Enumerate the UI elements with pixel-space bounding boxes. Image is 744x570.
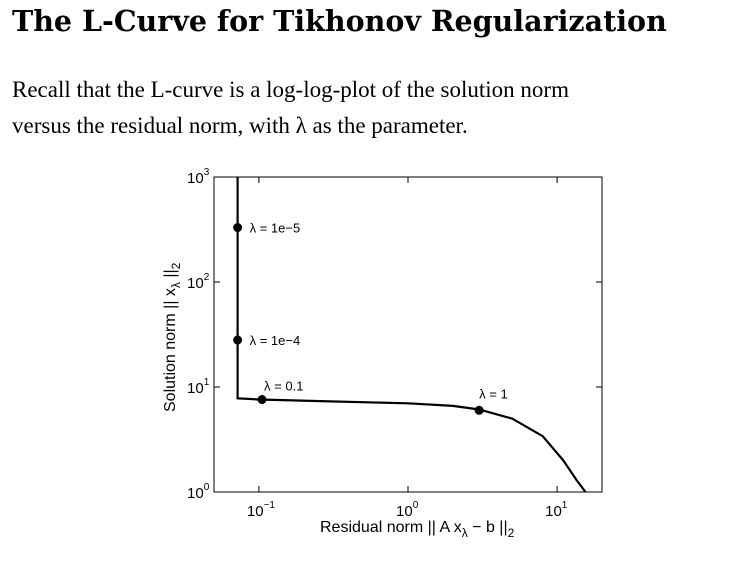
tick-labels: 10−1 100 101 100 101 102 103 — [187, 167, 568, 520]
marker-point-0 — [233, 223, 243, 233]
marker-label-0: λ = 1e−5 — [250, 221, 301, 236]
y-tick-label-0: 100 — [187, 482, 210, 502]
x-tick-label-0: 10−1 — [247, 500, 276, 520]
intro-paragraph: Recall that the L-curve is a log-log-plo… — [12, 72, 737, 144]
lambda-markers: λ = 1e−5 λ = 1e−4 λ = 0.1 λ = 1 — [233, 221, 508, 415]
l-curve-line — [236, 177, 587, 493]
marker-point-3 — [474, 405, 484, 415]
y-axis-label: Solution norm || xλ ||2 — [162, 262, 183, 412]
x-tick-label-2: 101 — [545, 500, 568, 520]
y-tick-label-1: 101 — [187, 377, 210, 397]
page-title: The L-Curve for Tikhonov Regularization — [12, 4, 667, 38]
marker-label-2: λ = 0.1 — [264, 379, 303, 394]
paragraph-line-2: versus the residual norm, with λ as the … — [12, 113, 468, 138]
axis-ticks — [214, 176, 602, 493]
marker-label-3: λ = 1 — [479, 386, 508, 401]
y-tick-label-3: 103 — [187, 167, 210, 187]
paragraph-line-1: Recall that the L-curve is a log-log-plo… — [12, 77, 569, 102]
x-tick-label-1: 100 — [396, 500, 419, 520]
x-axis-label: Residual norm || A xλ − b ||2 — [320, 519, 515, 540]
marker-point-2 — [257, 395, 267, 405]
marker-label-1: λ = 1e−4 — [250, 333, 301, 348]
marker-point-1 — [233, 335, 243, 345]
y-tick-label-2: 102 — [187, 272, 210, 292]
